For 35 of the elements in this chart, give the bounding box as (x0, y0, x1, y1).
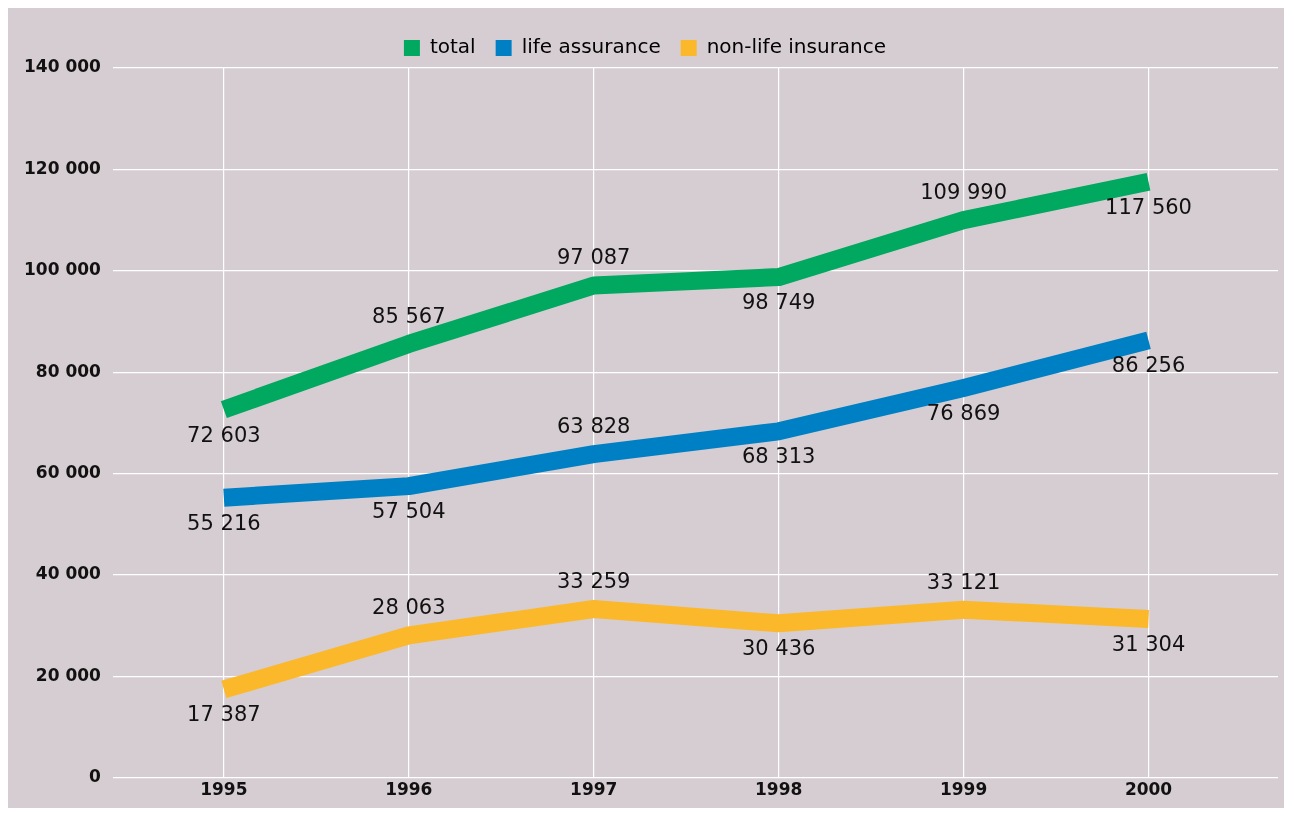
data-label: 33 121 (926, 569, 1001, 594)
data-label: 72 603 (187, 422, 261, 447)
x-tick-label: 1998 (755, 779, 803, 800)
y-tick-label: 100 000 (24, 259, 102, 280)
legend-label: total (429, 34, 476, 59)
data-label: 86 256 (1111, 353, 1186, 378)
data-label: 17 387 (187, 702, 261, 727)
data-label: 76 869 (926, 400, 1001, 425)
data-label: 57 504 (372, 499, 446, 524)
data-label: 68 313 (741, 444, 816, 469)
legend-label: life assurance (521, 34, 661, 59)
x-tick-label: 1996 (385, 779, 433, 800)
data-label: 117 560 (1105, 194, 1192, 219)
data-label: 63 828 (556, 414, 631, 439)
data-label: 97 087 (556, 245, 631, 270)
x-tick-label: 1999 (939, 779, 988, 800)
data-label: 33 259 (556, 568, 631, 593)
data-label: 109 990 (920, 180, 1008, 205)
x-tick-label: 1995 (200, 779, 248, 800)
y-tick-label: 140 000 (24, 56, 102, 77)
data-label: 31 304 (1111, 631, 1186, 656)
legend-label: non-life insurance (706, 34, 887, 59)
x-tick-label: 2000 (1124, 779, 1173, 800)
data-label: 85 567 (372, 303, 446, 328)
data-label: 28 063 (372, 595, 446, 620)
x-tick-label: 1997 (570, 779, 618, 800)
y-tick-label: 0 (89, 766, 102, 787)
data-label: 55 216 (187, 510, 261, 535)
y-tick-label: 20 000 (35, 664, 102, 685)
y-tick-label: 120 000 (24, 157, 102, 178)
y-tick-label: 40 000 (35, 563, 102, 584)
y-tick-label: 60 000 (35, 461, 102, 482)
data-label: 30 436 (741, 636, 816, 661)
y-tick-label: 80 000 (35, 360, 102, 381)
data-label: 98 749 (741, 290, 816, 315)
